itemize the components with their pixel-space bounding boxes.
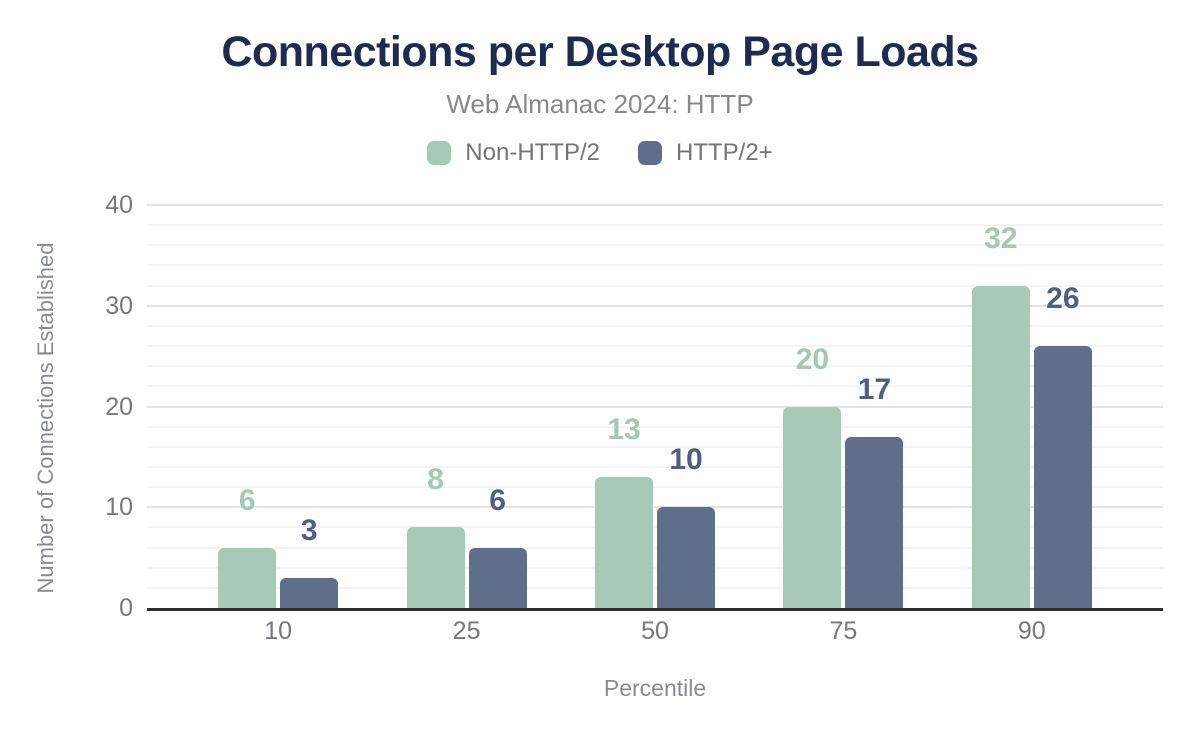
bar-non-http-2-p75[interactable]: 20: [783, 344, 842, 608]
legend: Non-HTTP/2 HTTP/2+: [0, 139, 1200, 167]
bar-non-http-2-p50[interactable]: 13: [595, 415, 654, 608]
bar-http-2-p90[interactable]: 26: [1033, 284, 1092, 608]
bar-http-2-p25[interactable]: 6: [468, 485, 527, 608]
bar-non-http-2-p90[interactable]: 32: [971, 223, 1030, 608]
bar-value-label: 17: [857, 372, 892, 406]
x-tick-90: 90: [1017, 617, 1046, 645]
minor-gridline: [147, 264, 1163, 267]
bar-http-2-p10[interactable]: 3: [280, 515, 339, 608]
bar-group-p50: 13 10: [561, 205, 749, 608]
bar-value-label: 6: [238, 483, 256, 517]
legend-swatch-icon: [427, 141, 452, 166]
bar-group-p90: 32 26: [938, 205, 1126, 608]
bar-value-label: 13: [607, 413, 641, 447]
bar-http-2-p50[interactable]: 10: [657, 445, 716, 608]
bar-http-2-p75[interactable]: 17: [845, 374, 904, 608]
bar-non-http-2-p10[interactable]: 6: [218, 485, 277, 608]
bar-value-label: 32: [984, 221, 1018, 255]
bar-groups: 6 3 8 6 13 10 20 17 32 26: [184, 205, 1126, 608]
x-tick-50: 50: [641, 617, 669, 645]
y-tick-0: 0: [119, 594, 133, 622]
legend-swatch-icon: [638, 141, 662, 166]
chart-title: Connections per Desktop Page Loads: [221, 28, 979, 76]
major-gridline: [147, 204, 1163, 206]
y-tick-20: 20: [105, 392, 133, 421]
bar-value-label: 20: [795, 342, 830, 376]
x-axis-title: Percentile: [603, 675, 707, 701]
bar-value-label: 10: [669, 443, 703, 477]
legend-item-non-http-2[interactable]: Non-HTTP/2: [427, 139, 600, 167]
y-tick-40: 40: [105, 191, 133, 219]
bar-value-label: 6: [489, 483, 506, 517]
y-tick-30: 30: [105, 291, 133, 320]
y-tick-10: 10: [105, 493, 133, 522]
bar-value-label: 3: [300, 513, 318, 547]
bar-value-label: 8: [427, 463, 444, 497]
legend-item-http-2[interactable]: HTTP/2+: [638, 139, 773, 167]
y-axis-title: Number of Connections Established: [33, 242, 58, 594]
bar-value-label: 26: [1046, 282, 1080, 316]
x-tick-25: 25: [452, 617, 481, 645]
x-tick-10: 10: [264, 617, 293, 645]
legend-label: HTTP/2+: [676, 139, 773, 167]
bar-non-http-2-p25[interactable]: 8: [406, 465, 465, 608]
bar-group-p75: 20 17: [749, 205, 937, 608]
chart-subtitle: Web Almanac 2024: HTTP: [446, 89, 754, 120]
x-tick-75: 75: [829, 617, 858, 645]
legend-label: Non-HTTP/2: [465, 139, 600, 167]
